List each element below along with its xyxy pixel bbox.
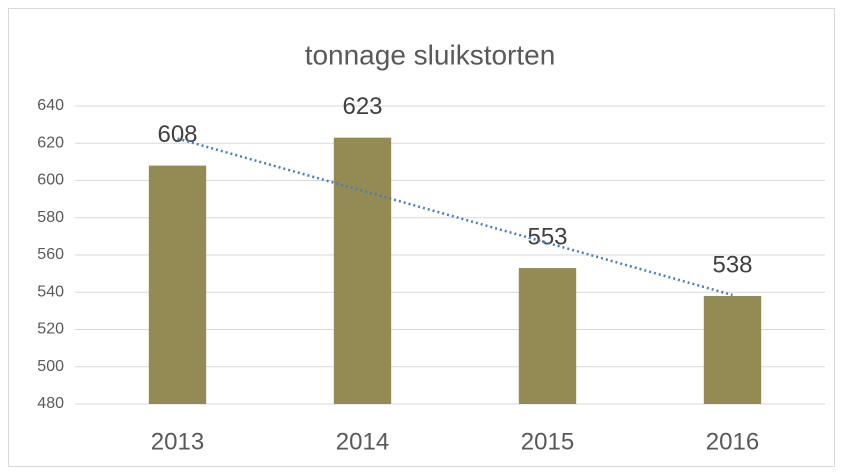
bar <box>148 165 207 404</box>
y-tick-label: 600 <box>37 172 64 189</box>
y-tick-label: 620 <box>37 134 64 151</box>
bar <box>518 268 577 404</box>
data-label: 553 <box>527 223 567 250</box>
bar <box>333 137 392 404</box>
x-tick-label: 2015 <box>521 428 574 455</box>
chart-border <box>8 8 835 467</box>
bar <box>703 295 762 404</box>
y-tick-label: 480 <box>37 395 64 412</box>
x-tick-label: 2013 <box>151 428 204 455</box>
y-tick-label: 520 <box>37 321 64 338</box>
y-tick-label: 580 <box>37 209 64 226</box>
chart-title: tonnage sluikstorten <box>305 39 556 70</box>
y-tick-label: 500 <box>37 358 64 375</box>
trendline <box>177 137 733 297</box>
data-label: 538 <box>712 251 752 278</box>
data-label: 608 <box>157 121 197 148</box>
y-tick-label: 540 <box>37 283 64 300</box>
y-tick-label: 560 <box>37 246 64 263</box>
y-tick-label: 640 <box>37 97 64 114</box>
data-label: 623 <box>342 93 382 120</box>
x-tick-label: 2014 <box>336 428 389 455</box>
x-tick-label: 2016 <box>706 428 759 455</box>
